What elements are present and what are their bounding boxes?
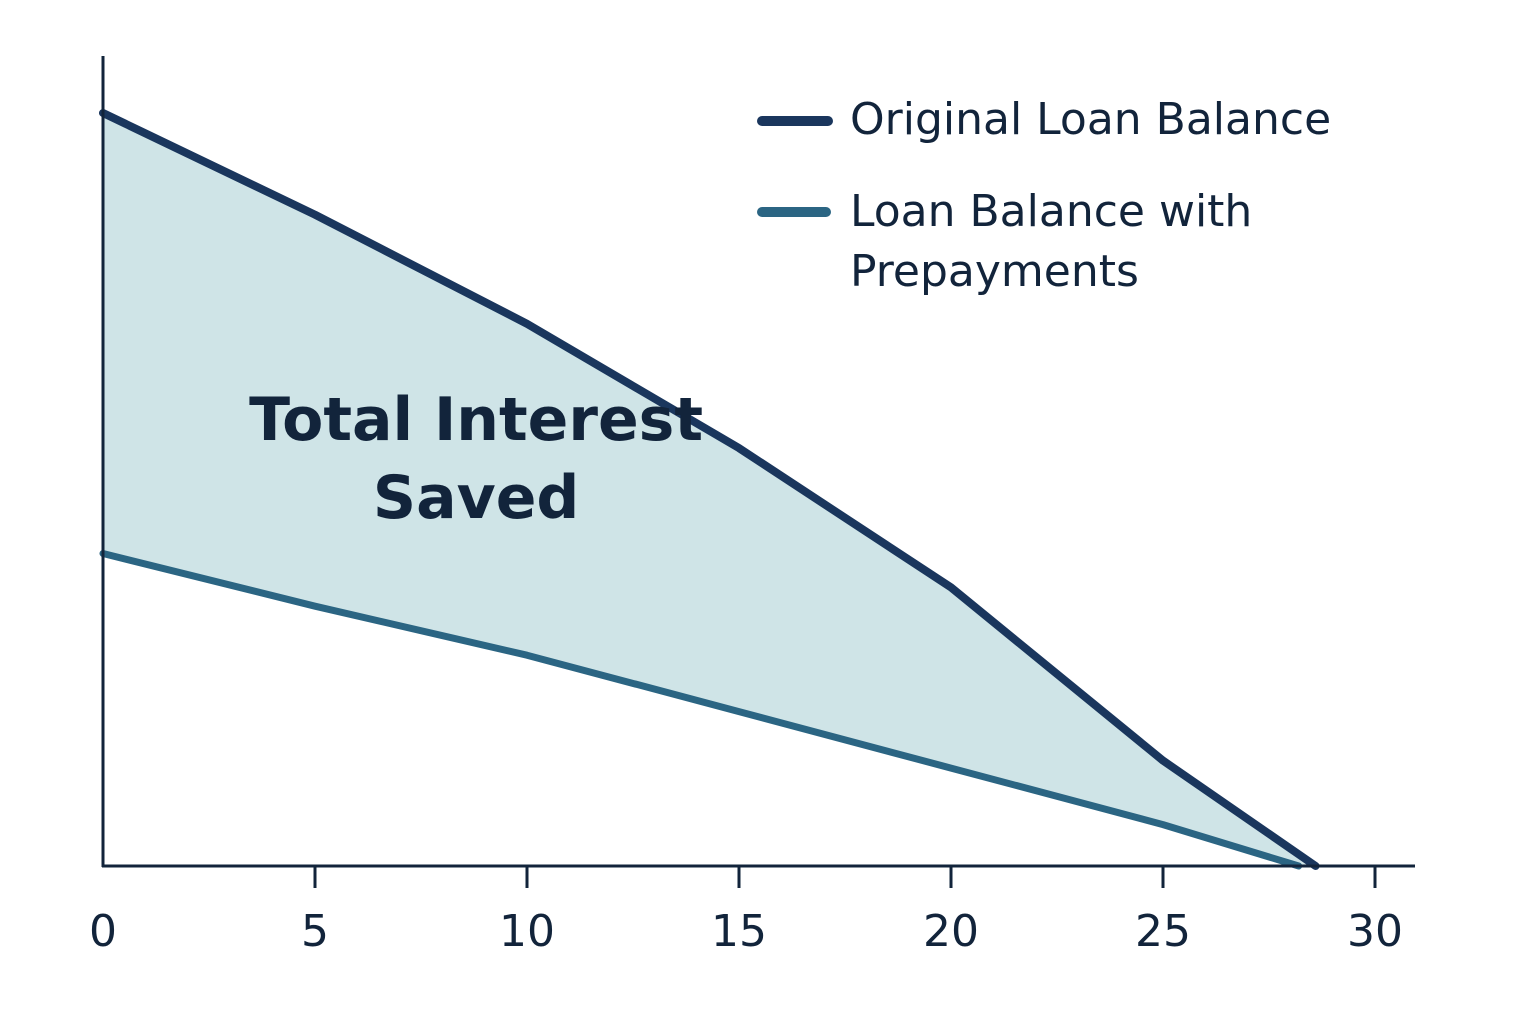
series-line-prepayments [99, 550, 1303, 870]
x-tick-label: 25 [1135, 906, 1191, 957]
interest-saved-area [103, 113, 1316, 866]
x-tick-label: 20 [923, 906, 979, 957]
series-lines [99, 109, 1320, 870]
annotation-label-line-2: Saved [373, 463, 579, 533]
annotation: Total Interest Saved [249, 385, 703, 533]
legend-label-original: Original Loan Balance [850, 94, 1331, 145]
legend-label-prepayments-line-2: Prepayments [850, 246, 1139, 297]
x-tick-label: 15 [711, 906, 767, 957]
x-tick-label: 5 [301, 906, 329, 957]
x-tick-label: 30 [1347, 906, 1403, 957]
series-line-original [99, 109, 1320, 870]
x-tick-label: 10 [499, 906, 555, 957]
x-tick-label: 0 [89, 906, 117, 957]
x-axis-ticks: 0 5 10 15 20 25 30 [89, 866, 1403, 957]
legend: Original Loan Balance Loan Balance with … [757, 94, 1331, 297]
legend-label-prepayments-line-1: Loan Balance with [850, 186, 1252, 237]
annotation-label-line-1: Total Interest [249, 385, 703, 455]
